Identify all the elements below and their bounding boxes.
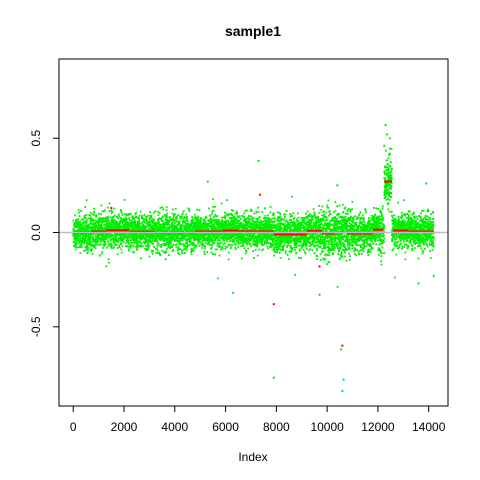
data-point-outlier	[385, 133, 388, 136]
data-point-cloud	[72, 137, 435, 288]
y-tick-label: -0.5	[29, 316, 43, 337]
x-tick-label: 2000	[111, 420, 138, 434]
data-point-outlier	[384, 124, 387, 127]
data-points	[72, 124, 435, 392]
segment-point	[318, 265, 321, 268]
data-point-outlier	[206, 180, 209, 183]
x-axis: 0 2000 4000 6000 8000 10000 12000 14000	[70, 405, 446, 434]
data-point-outlier	[383, 144, 386, 147]
data-point-outlier	[425, 182, 428, 185]
x-tick-label: 8000	[263, 420, 290, 434]
segment-point	[341, 344, 344, 347]
segment-point	[110, 206, 113, 209]
data-point-outlier	[257, 159, 260, 162]
data-point-outlier	[318, 293, 321, 296]
data-point-outlier	[432, 274, 435, 277]
chart-title: sample1	[225, 23, 281, 39]
data-point-outlier	[272, 376, 275, 379]
y-tick-label: 0.5	[29, 130, 43, 147]
data-point-outlier	[342, 378, 345, 381]
data-point-outlier	[340, 348, 343, 351]
data-point-outlier	[341, 389, 344, 392]
x-tick-label: 0	[70, 420, 77, 434]
data-point-outlier	[417, 282, 420, 285]
segment-means	[73, 180, 434, 347]
x-tick-label: 6000	[212, 420, 239, 434]
x-tick-label: 12000	[361, 420, 395, 434]
x-tick-label: 4000	[161, 420, 188, 434]
x-tick-label: 14000	[412, 420, 446, 434]
y-tick-label: 0.0	[29, 224, 43, 241]
x-tick-label: 10000	[310, 420, 344, 434]
data-point-outlier	[336, 184, 339, 187]
segment-point	[258, 193, 261, 196]
y-axis: -0.5 0.0 0.5	[29, 130, 60, 337]
segment-point	[272, 303, 275, 306]
data-point-outlier	[232, 291, 235, 294]
x-axis-label: Index	[238, 450, 267, 464]
